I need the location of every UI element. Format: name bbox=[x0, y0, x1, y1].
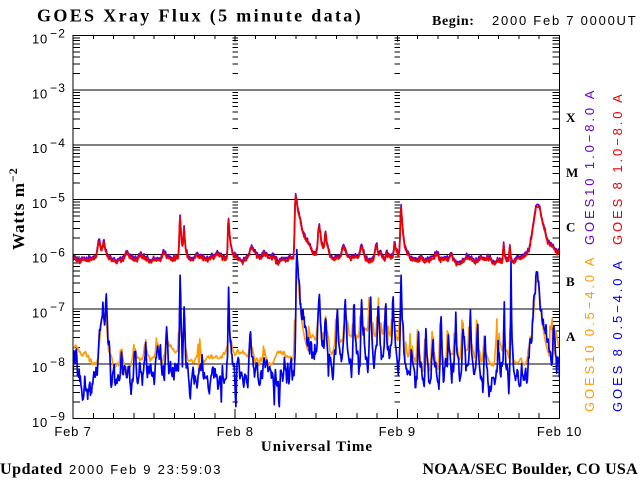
svg-text:GOES 8 1.0−8.0 A: GOES 8 1.0−8.0 A bbox=[610, 91, 625, 245]
svg-text:Feb 7: Feb 7 bbox=[54, 424, 91, 439]
svg-text:X: X bbox=[566, 110, 576, 125]
svg-text:GOES 8 0.5−4.0 A: GOES 8 0.5−4.0 A bbox=[610, 258, 625, 412]
svg-text:−8: −8 bbox=[50, 355, 66, 369]
svg-text:M: M bbox=[566, 165, 578, 180]
svg-text:GOES10 0.5−4.0 A: GOES10 0.5−4.0 A bbox=[582, 255, 597, 412]
svg-text:10: 10 bbox=[32, 86, 48, 101]
svg-text:Begin:: Begin: bbox=[432, 14, 475, 29]
svg-text:−4: −4 bbox=[50, 136, 66, 150]
svg-text:−5: −5 bbox=[50, 191, 66, 205]
svg-text:Feb 8: Feb 8 bbox=[217, 424, 254, 439]
svg-text:−3: −3 bbox=[50, 81, 66, 95]
svg-text:2000 Feb 9 23:59:03: 2000 Feb 9 23:59:03 bbox=[69, 462, 222, 477]
svg-text:Universal Time: Universal Time bbox=[261, 439, 373, 455]
svg-text:B: B bbox=[566, 274, 575, 289]
svg-text:10: 10 bbox=[32, 251, 48, 266]
svg-text:−9: −9 bbox=[50, 410, 66, 424]
svg-text:NOAA/SEC Boulder, CO USA: NOAA/SEC Boulder, CO USA bbox=[422, 461, 638, 478]
svg-text:Feb 10: Feb 10 bbox=[537, 424, 582, 439]
svg-text:2000 Feb 7 0000UT: 2000 Feb 7 0000UT bbox=[492, 13, 637, 28]
svg-text:10: 10 bbox=[32, 141, 48, 156]
svg-text:C: C bbox=[566, 220, 575, 235]
svg-text:10: 10 bbox=[32, 415, 48, 430]
svg-text:A: A bbox=[566, 329, 576, 344]
svg-text:−6: −6 bbox=[50, 245, 66, 259]
svg-text:10: 10 bbox=[32, 32, 48, 47]
svg-text:10: 10 bbox=[32, 360, 48, 375]
svg-text:GOES Xray Flux (5 minute data): GOES Xray Flux (5 minute data) bbox=[37, 6, 363, 27]
svg-text:−7: −7 bbox=[50, 300, 66, 314]
svg-text:Updated: Updated bbox=[0, 461, 63, 478]
svg-text:Feb 9: Feb 9 bbox=[379, 424, 416, 439]
svg-text:Watts m−2: Watts m−2 bbox=[6, 167, 28, 250]
svg-text:GOES10 1.0−8.0 A: GOES10 1.0−8.0 A bbox=[582, 88, 597, 245]
svg-text:10: 10 bbox=[32, 305, 48, 320]
svg-text:10: 10 bbox=[32, 196, 48, 211]
svg-text:−2: −2 bbox=[50, 26, 66, 40]
